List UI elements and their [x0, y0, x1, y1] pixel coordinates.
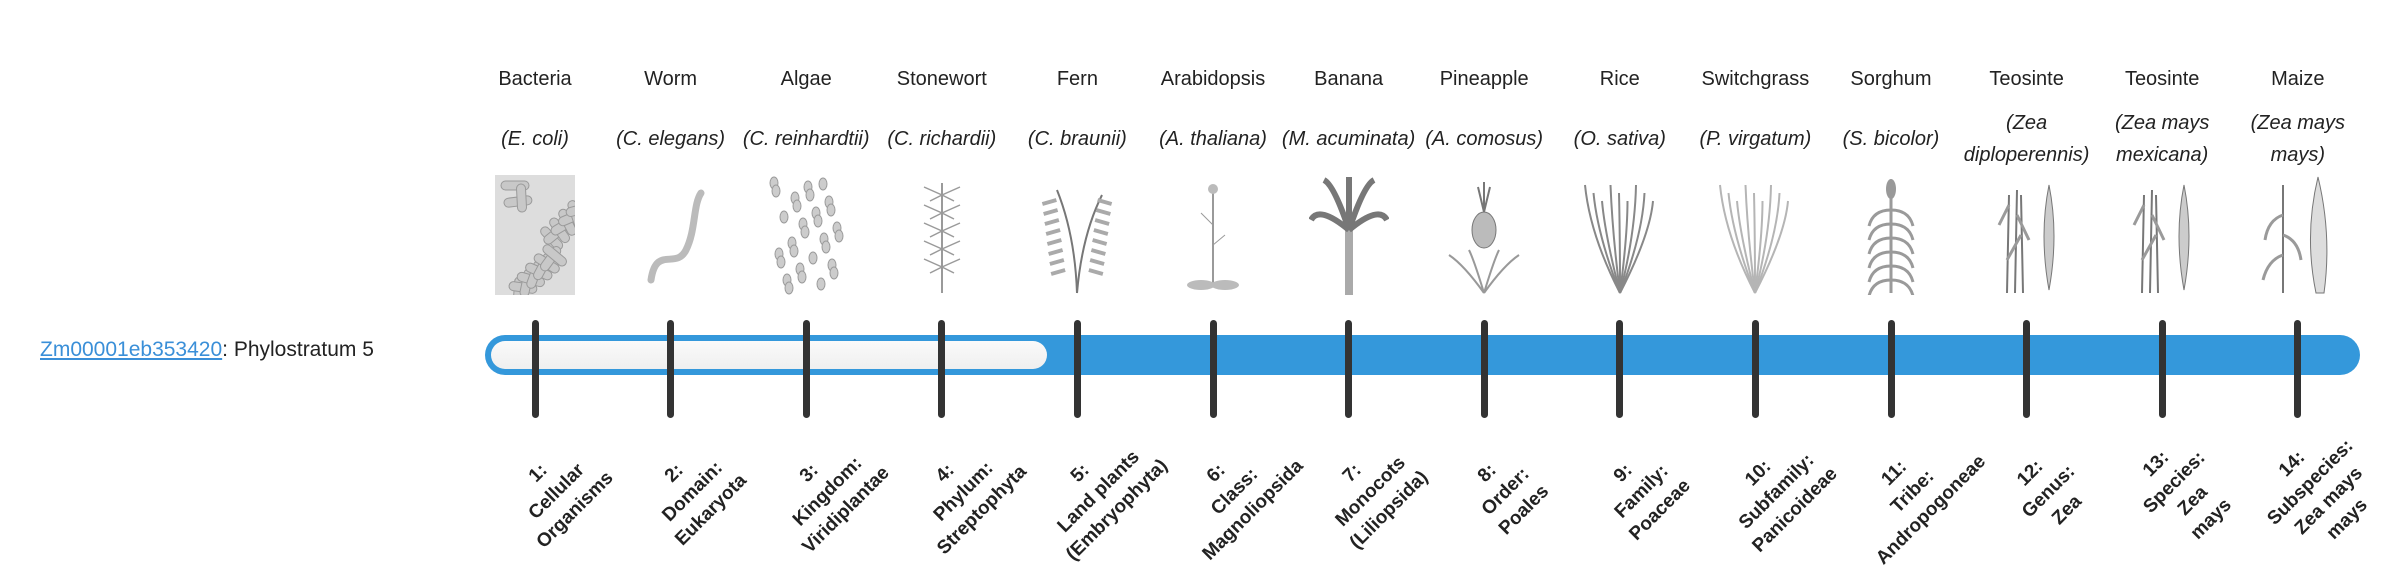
species-text: (Zea mays mexicana) — [2114, 112, 2210, 166]
organism-common-name: Pineapple — [1439, 68, 1529, 90]
taxonomic-rank-label: 8: Order: Poales — [1426, 411, 1587, 572]
organism-species-name: (Zea diploperennis) — [1960, 105, 2094, 173]
species-text: (A. thaliana) — [1159, 128, 1267, 150]
gene-phylostratum: : Phylostratum 5 — [222, 338, 374, 361]
organism-species-name: (M. acuminata) — [1282, 105, 1416, 173]
stratum-tick — [1887, 320, 1895, 418]
gene-link[interactable]: Zm00001eb353420 — [40, 338, 223, 361]
bacteria-icon — [468, 175, 602, 297]
organism-common-name: Algae — [780, 68, 832, 90]
organism-species-name: (C. richardii) — [875, 105, 1009, 173]
organism-species-name: (C. braunii) — [1010, 105, 1144, 173]
taxonomic-rank-label: 6: Class: Magnoliopsida — [1154, 411, 1315, 572]
species-text: (O. sativa) — [1573, 128, 1666, 150]
organism-common-name: Teosinte — [1989, 68, 2064, 90]
species-text: (A. comosus) — [1425, 128, 1544, 150]
organism-species-name: (S. bicolor) — [1824, 105, 1958, 173]
stratum-tick — [1073, 320, 1081, 418]
organism-common-name: Bacteria — [498, 68, 572, 90]
species-text: (C. braunii) — [1027, 128, 1127, 150]
organism-common-name: Sorghum — [1850, 68, 1932, 90]
stratum-tick — [531, 320, 539, 418]
pineapple-icon — [1417, 175, 1551, 297]
rice-icon — [1553, 175, 1687, 297]
stratum-tick — [938, 320, 946, 418]
organism-species-name: (A. comosus) — [1417, 105, 1551, 173]
banana-plant-icon — [1282, 175, 1416, 297]
algae-icon — [739, 175, 873, 297]
taxonomic-rank-label: 10: Subfamily: Panicoideae — [1697, 411, 1858, 572]
species-text: (Zea diploperennis) — [1963, 112, 2090, 166]
taxonomic-rank-label: 4: Phylum: Streptophyta — [883, 411, 1044, 572]
stratum-tick — [1209, 320, 1217, 418]
organism-species-name: (A. thaliana) — [1146, 105, 1280, 173]
species-text: (E. coli) — [501, 128, 569, 150]
taxonomic-rank-label: 12: Genus: Zea — [1968, 411, 2129, 572]
organism-common-name: Stonewort — [896, 68, 987, 90]
taxonomic-rank-label: 14: Subspecies: Zea mays mays — [2230, 402, 2400, 582]
organism-species-name: (Zea mays mexicana) — [2095, 105, 2229, 173]
taxonomic-rank-label: 3: Kingdom: Viridiplantae — [748, 411, 909, 572]
stratum-tick — [1345, 320, 1353, 418]
stratum-tick — [1616, 320, 1624, 418]
stratum-tick — [667, 320, 675, 418]
stratum-tick — [802, 320, 810, 418]
stratum-tick — [2294, 320, 2302, 418]
organism-common-name: Rice — [1599, 68, 1640, 90]
stratum-tick — [1480, 320, 1488, 418]
taxonomic-rank-label: 2: Domain: Eukaryota — [612, 411, 773, 572]
organism-common-name: Arabidopsis — [1160, 68, 1266, 90]
worm-icon — [604, 175, 738, 297]
teosinte-icon — [2095, 175, 2229, 297]
sorghum-icon — [1824, 175, 1958, 297]
organism-common-name: Worm — [644, 68, 698, 90]
organism-species-name: (Zea mays mays) — [2231, 105, 2365, 173]
organism-species-name: (P. virgatum) — [1688, 105, 1822, 173]
taxonomic-rank-label: 5: Land plants (Embryophyta) — [1019, 411, 1180, 572]
taxonomic-rank-label: 11: Tribe: Andropogoneae — [1832, 411, 1993, 572]
stratum-tick — [2023, 320, 2031, 418]
organism-species-name: (E. coli) — [468, 105, 602, 173]
maize-icon — [2231, 175, 2365, 297]
organism-common-name: Maize — [2271, 68, 2325, 90]
organism-common-name: Switchgrass — [1701, 68, 1810, 90]
species-text: (S. bicolor) — [1842, 128, 1940, 150]
organism-species-name: (C. reinhardtii) — [739, 105, 873, 173]
species-text: (C. elegans) — [616, 128, 726, 150]
switchgrass-icon — [1688, 175, 1822, 297]
teosinte-icon — [1960, 175, 2094, 297]
organism-common-name: Teosinte — [2124, 68, 2200, 90]
arabidopsis-icon — [1146, 175, 1280, 297]
gene-label: Zm00001eb353420: Phylostratum 5 — [40, 338, 374, 362]
species-text: (P. virgatum) — [1699, 128, 1812, 150]
stratum-tick — [2158, 320, 2166, 418]
fern-icon — [1010, 175, 1144, 297]
taxonomic-rank-label: 9: Family: Poaceae — [1561, 411, 1722, 572]
species-text: (Zea mays mays) — [2250, 112, 2346, 166]
taxonomic-rank-label: 7: Monocots (Liliopsida) — [1290, 411, 1451, 572]
bar-unfilled-segment — [491, 341, 1048, 369]
organism-common-name: Fern — [1056, 68, 1098, 90]
phylostratum-bar — [485, 335, 2360, 375]
species-text: (M. acuminata) — [1281, 128, 1416, 150]
organism-common-name: Banana — [1314, 68, 1384, 90]
species-text: (C. reinhardtii) — [742, 128, 870, 150]
taxonomic-rank-label: 1: Cellular Organisms — [476, 411, 637, 572]
species-text: (C. richardii) — [887, 128, 997, 150]
stratum-tick — [1751, 320, 1759, 418]
organism-species-name: (O. sativa) — [1553, 105, 1687, 173]
organism-species-name: (C. elegans) — [604, 105, 738, 173]
stonewort-icon — [875, 175, 1009, 297]
